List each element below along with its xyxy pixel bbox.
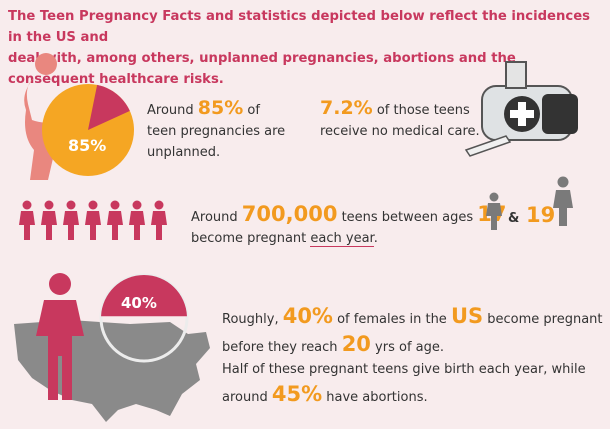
unplanned-percent: 85% — [197, 97, 244, 119]
intro-line-2: deal with, among others, unplanned pregn… — [8, 51, 516, 87]
fact-unplanned: Around 85% of teen pregnancies are unpla… — [147, 97, 286, 161]
forty-percent: 40% — [282, 304, 333, 328]
intro-line-1: The Teen Pregnancy Facts and statistics … — [8, 9, 590, 45]
gauge-label: 40% — [121, 294, 157, 312]
fact-40-percent: Roughly, 40% of females in the US become… — [222, 304, 603, 356]
fact-no-medical-care: 7.2% of those teens receive no medical c… — [320, 97, 480, 140]
girl-icon — [63, 200, 79, 240]
teen-girls-row — [18, 200, 178, 242]
girl-icon — [19, 200, 35, 240]
pie-slice-minority — [88, 84, 130, 130]
fact-700000: Around 700,000 teens between ages 17 bec… — [191, 204, 507, 249]
no-care-percent: 7.2% — [320, 97, 373, 119]
gauge-fill — [101, 274, 187, 317]
gauge-chart — [99, 273, 189, 363]
woman-icon — [36, 273, 84, 400]
age-20: 20 — [341, 332, 371, 356]
girl-icon — [41, 200, 57, 240]
intro-text: The Teen Pregnancy Facts and statistics … — [8, 6, 606, 90]
girl-icon — [151, 200, 167, 240]
abortion-percent: 45% — [271, 382, 323, 406]
teens-count: 700,000 — [241, 202, 338, 226]
age-19: 19 — [526, 203, 556, 227]
girl-icon — [85, 200, 101, 240]
pie-label: 85% — [68, 136, 107, 155]
pie-chart — [42, 84, 134, 176]
fact-abortions: Half of these pregnant teens give birth … — [222, 362, 586, 406]
girl-17-icon — [486, 192, 502, 230]
us-label: US — [450, 304, 484, 328]
girl-icon — [107, 200, 123, 240]
girl-icon — [129, 200, 145, 240]
girl-19-icon — [553, 176, 573, 226]
ampersand: & — [508, 211, 520, 226]
medicine-bottle-icon — [464, 61, 578, 157]
